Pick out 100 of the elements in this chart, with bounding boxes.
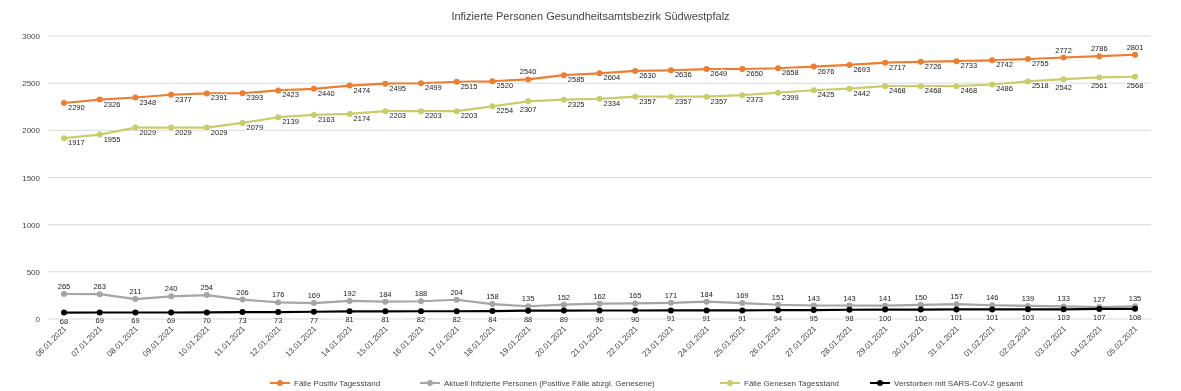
point <box>525 303 532 310</box>
point <box>275 87 282 94</box>
point <box>96 96 103 103</box>
y-tick-label: 3000 <box>22 32 41 41</box>
point <box>346 110 353 117</box>
point <box>382 108 389 115</box>
point <box>953 83 960 90</box>
point <box>917 306 924 313</box>
point <box>810 63 817 70</box>
point <box>453 296 460 303</box>
point <box>489 78 496 85</box>
point <box>310 111 317 118</box>
point <box>917 58 924 65</box>
point <box>489 301 496 308</box>
point <box>989 81 996 88</box>
y-tick-label: 1000 <box>22 220 41 230</box>
point <box>310 85 317 92</box>
point <box>810 87 817 94</box>
y-tick-label: 1500 <box>22 173 41 183</box>
point <box>310 308 317 315</box>
point <box>203 90 210 97</box>
point <box>61 309 67 316</box>
point <box>560 301 567 308</box>
point <box>703 307 710 314</box>
point <box>667 307 674 314</box>
point <box>632 93 639 100</box>
point <box>596 70 603 77</box>
point <box>203 309 210 316</box>
y-tick-label: 0 <box>35 315 41 324</box>
point <box>1096 53 1103 60</box>
point <box>560 96 567 103</box>
point <box>560 72 567 79</box>
point <box>882 59 889 66</box>
point <box>632 67 639 74</box>
point <box>168 309 175 316</box>
point <box>917 83 924 90</box>
point <box>418 308 424 315</box>
point <box>382 298 389 305</box>
point <box>1024 56 1031 63</box>
point <box>775 307 781 314</box>
point <box>382 308 389 315</box>
point <box>61 291 67 297</box>
point <box>739 92 746 99</box>
point <box>667 93 674 100</box>
point <box>132 124 139 131</box>
point <box>418 108 424 115</box>
point <box>775 89 781 96</box>
point <box>846 85 853 92</box>
point <box>203 124 210 131</box>
point <box>346 308 353 315</box>
point <box>168 293 175 300</box>
point <box>489 103 496 110</box>
point <box>239 309 246 316</box>
point <box>1096 74 1103 81</box>
point <box>846 61 853 68</box>
point <box>1024 78 1031 85</box>
point <box>453 308 460 315</box>
point <box>632 300 639 307</box>
point <box>703 298 710 305</box>
point <box>489 308 496 315</box>
point <box>132 94 139 101</box>
point <box>310 300 317 307</box>
point <box>96 309 103 316</box>
point <box>61 99 67 106</box>
point <box>525 76 532 83</box>
point <box>239 90 246 97</box>
point <box>1132 73 1138 80</box>
point <box>989 302 996 309</box>
point <box>882 306 889 313</box>
point <box>739 300 746 307</box>
point <box>596 95 603 102</box>
point <box>453 108 460 115</box>
point <box>739 307 746 314</box>
point <box>1060 54 1067 61</box>
point <box>667 67 674 74</box>
legend-label: Fälle Genesen Tagesstand <box>744 379 840 388</box>
point <box>846 306 853 313</box>
point <box>275 299 282 306</box>
point <box>810 307 817 314</box>
point <box>989 306 996 313</box>
point <box>560 307 567 314</box>
point <box>96 131 103 138</box>
point <box>953 58 960 65</box>
point <box>1060 76 1067 83</box>
point <box>953 306 960 313</box>
point <box>632 307 639 314</box>
y-tick-label: 2500 <box>22 79 41 89</box>
point <box>739 66 746 73</box>
point <box>275 114 282 121</box>
chart-title: Infizierte Personen Gesundheitsamtsbezirk Südwestpfalz <box>451 10 730 22</box>
point <box>525 98 532 105</box>
point <box>1132 51 1138 58</box>
point <box>775 65 781 72</box>
legend-label: Fälle Positiv Tagesstand <box>294 379 381 388</box>
point <box>667 299 674 306</box>
point <box>239 119 246 126</box>
point <box>418 298 424 305</box>
point <box>239 296 246 303</box>
point <box>1024 306 1031 313</box>
point <box>917 301 924 308</box>
